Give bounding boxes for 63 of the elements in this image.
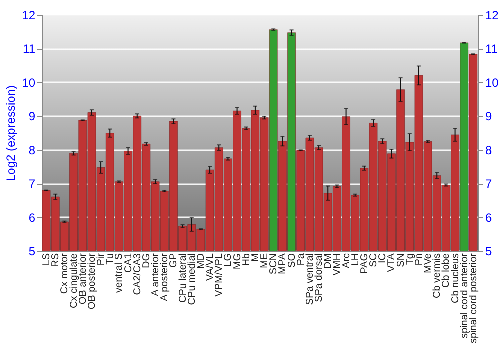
x-tick-label: DG <box>141 253 152 268</box>
x-tick-label: Pir <box>96 252 108 266</box>
y2-tick-label: 10 <box>486 76 500 90</box>
x-tick-label: Pn <box>414 254 425 266</box>
x-tick-label: Cx motor <box>60 252 71 294</box>
x-tick-label: OB anterior <box>78 252 89 305</box>
y-tick-label: 10 <box>22 76 36 90</box>
y-tick-label: 5 <box>28 244 36 258</box>
x-tick-label: MG <box>232 253 244 270</box>
x-tick-label: Tu <box>105 254 116 265</box>
x-tick-label: A posterior <box>160 252 171 302</box>
x-tick-label: SC <box>368 254 380 268</box>
y2-tick-label: 8 <box>486 143 492 158</box>
x-tick-label: ME <box>260 253 271 268</box>
x-tick-label: Cb lobe <box>441 253 452 288</box>
x-tick-label: GP <box>168 253 180 268</box>
x-tick-label: CPu medial <box>186 254 198 306</box>
x-tick-label: OB posterior <box>86 252 98 310</box>
x-tick-label: SPa ventral <box>304 254 316 306</box>
x-tick-label: VMH <box>332 254 344 276</box>
x-tick-label: SO <box>286 253 298 268</box>
y2-tick-label: 9 <box>486 110 492 124</box>
x-tick-label: MPA <box>278 253 289 274</box>
x-tick-label: Tg <box>404 254 416 266</box>
x-tick-label: CA1 <box>123 253 134 273</box>
x-tick-label: VPM/VPL <box>214 253 226 297</box>
y2-tick-label: 12 <box>486 8 500 22</box>
x-tick-label: VTA <box>386 253 398 272</box>
x-tick-label: spinal cord anterior <box>459 252 470 339</box>
x-tick-label: CPu lateral <box>178 254 189 303</box>
x-tick-label: Hb <box>241 253 252 266</box>
x-tick-label: IC <box>378 254 389 264</box>
x-tick-label: LH <box>350 254 362 266</box>
x-tick-label: SPa dorsal <box>314 254 326 302</box>
y2-tick-label: 7 <box>486 177 492 192</box>
x-tick-label: MD <box>196 254 207 270</box>
y-tick-label: 11 <box>23 42 36 56</box>
x-tick-label: RS <box>50 253 62 268</box>
y2-tick-label: 5 <box>486 244 492 258</box>
y2-tick-label: 6 <box>486 210 492 225</box>
x-tick-label: spinal cord posterior <box>468 252 480 344</box>
x-tick-label: PAG <box>359 253 370 274</box>
y-tick-label: 12 <box>22 8 36 22</box>
y-tick-label: 9 <box>28 110 36 124</box>
x-tick-label: MVe <box>423 253 434 274</box>
x-tick-label: CA2/CA3 <box>132 253 144 296</box>
y-tick-label: 6 <box>28 210 36 225</box>
x-tick-label: ventral S <box>114 253 126 293</box>
x-tick-label: SCN <box>268 254 280 275</box>
x-tick-label: DM <box>323 254 334 270</box>
x-tick-label: SN <box>396 254 407 268</box>
x-tick-label: Cb nucleus <box>450 254 462 304</box>
x-tick-label: LG <box>223 253 234 267</box>
x-tick-label: A anterior <box>150 252 162 296</box>
x-tick-label: Arc <box>341 254 352 268</box>
x-tick-label: Cx cingulate <box>68 253 80 309</box>
x-tick-label: Pa <box>296 253 307 266</box>
y-tick-label: 8 <box>28 143 36 158</box>
x-tick-label: M <box>250 254 262 262</box>
y-tick-label: 7 <box>28 177 36 192</box>
y-axis-title: Log2 (expression) <box>4 85 18 182</box>
x-tick-label: LS <box>42 253 53 266</box>
y2-tick-label: 11 <box>486 42 498 56</box>
